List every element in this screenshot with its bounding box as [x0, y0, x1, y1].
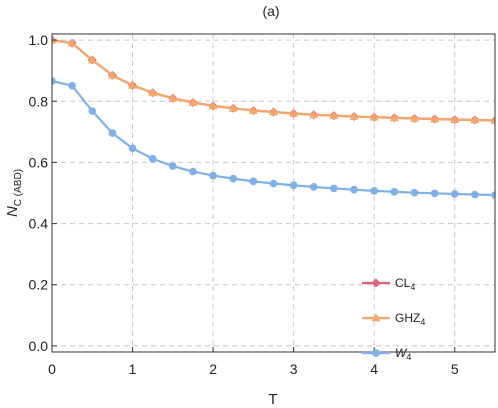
data-point	[450, 115, 460, 123]
data-point	[228, 103, 238, 112]
data-point	[389, 113, 399, 122]
data-point	[229, 174, 238, 183]
y-tick-label: 0.6	[29, 154, 49, 170]
data-point	[371, 313, 381, 322]
y-axis-title-sub: C (ABD)	[13, 169, 24, 206]
data-point	[370, 187, 379, 195]
data-point	[148, 154, 157, 163]
series-ghz	[52, 35, 495, 124]
x-tick-label: 1	[129, 361, 137, 377]
chart-title: (a)	[262, 3, 279, 19]
data-point	[128, 80, 138, 89]
data-point	[68, 81, 76, 90]
data-point	[372, 349, 380, 357]
data-point	[249, 177, 258, 186]
data-point	[329, 111, 339, 120]
x-tick-label: 3	[290, 361, 298, 377]
x-axis-title: T	[268, 391, 277, 408]
data-point	[248, 105, 258, 114]
data-point	[209, 171, 217, 180]
data-point	[371, 278, 381, 288]
data-point	[491, 191, 495, 199]
legend-item-cl: CL4	[362, 276, 415, 292]
x-tick-label: 0	[48, 361, 56, 377]
data-point	[369, 112, 379, 121]
data-point	[490, 116, 495, 124]
x-tick-label: 2	[209, 361, 217, 377]
data-point	[208, 101, 218, 110]
data-point	[189, 167, 197, 176]
data-point	[269, 107, 278, 116]
axis-ticks: 0 1 2 3 4 5 0.0 0.2 0.4 0.6 0.8 1.0	[29, 32, 459, 377]
plot-series	[52, 35, 495, 199]
data-point	[168, 93, 178, 102]
legend-label: GHZ4	[395, 311, 425, 327]
data-point	[148, 88, 158, 97]
data-point	[349, 112, 359, 120]
data-point	[188, 97, 198, 106]
legend-item-w: W4	[362, 346, 411, 362]
data-point	[107, 70, 117, 79]
y-axis-title: NC (ABD)	[4, 169, 24, 217]
y-tick-label: 1.0	[29, 32, 49, 48]
data-point	[470, 115, 480, 124]
data-point	[409, 113, 419, 122]
data-point	[108, 129, 117, 137]
data-point	[430, 189, 439, 198]
data-point	[330, 184, 338, 193]
data-point	[410, 188, 419, 197]
y-axis-title-main: N	[4, 206, 21, 217]
data-point	[309, 110, 319, 119]
data-point	[390, 187, 399, 196]
data-point	[88, 107, 97, 115]
data-point	[450, 190, 459, 198]
plot-frame	[51, 33, 496, 353]
legend-item-ghz: GHZ4	[362, 311, 425, 327]
data-point	[67, 38, 77, 47]
y-tick-label: 0.2	[29, 277, 49, 293]
data-point	[52, 35, 57, 44]
y-tick-label: 0.8	[29, 93, 49, 109]
data-point	[289, 109, 299, 117]
data-point	[350, 185, 358, 194]
data-point	[430, 114, 440, 123]
data-point	[52, 77, 56, 85]
data-point	[309, 183, 318, 191]
legend-label: CL4	[395, 276, 415, 292]
x-tick-label: 4	[370, 361, 378, 377]
y-tick-label: 0.4	[29, 216, 49, 232]
grid	[52, 34, 495, 352]
data-point	[269, 179, 278, 188]
data-point	[168, 162, 177, 170]
series-line	[52, 80, 495, 197]
y-tick-label: 0.0	[29, 338, 49, 354]
legend-label: W4	[395, 346, 411, 362]
x-tick-label: 5	[451, 361, 459, 377]
data-point	[471, 190, 479, 199]
data-point	[289, 181, 298, 190]
series-w	[52, 77, 495, 199]
data-point	[87, 55, 97, 64]
data-point	[128, 144, 137, 153]
legend: CL4 GHZ4 W4	[362, 276, 425, 362]
